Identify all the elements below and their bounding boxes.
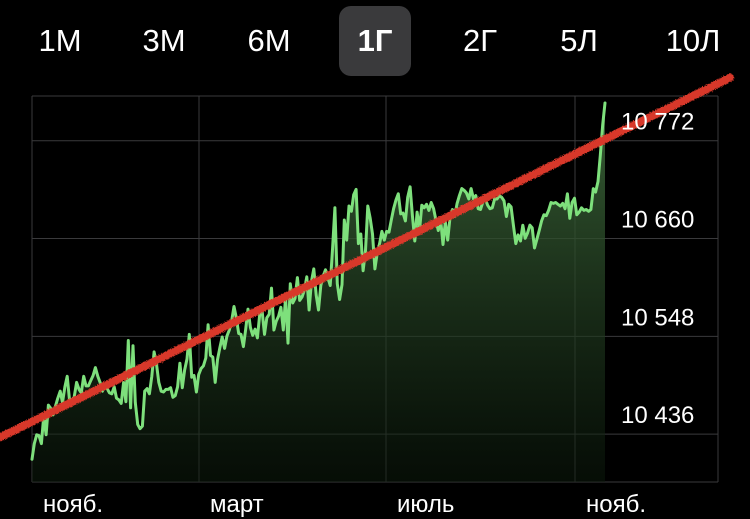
y-tick-label: 10 436 — [621, 402, 694, 429]
range-option-5y[interactable]: 5Л — [560, 23, 598, 58]
range-option-10y[interactable]: 10Л — [665, 23, 721, 58]
price-area-fill — [32, 103, 605, 482]
trend-line — [0, 73, 734, 442]
range-option-3m[interactable]: 3М — [142, 23, 186, 58]
x-tick-label: нояб. — [43, 491, 103, 518]
x-tick-label: нояб. — [586, 491, 646, 518]
range-option-6m[interactable]: 6М — [247, 23, 291, 58]
y-tick-label: 10 660 — [621, 207, 694, 234]
range-selector: 1М 3М 6М 1Г 2Г 5Л 10Л — [0, 0, 750, 86]
y-tick-label: 10 548 — [621, 304, 694, 331]
range-option-1y[interactable]: 1Г — [339, 6, 411, 76]
range-option-1m[interactable]: 1М — [38, 23, 82, 58]
y-tick-label: 10 772 — [621, 109, 694, 136]
range-option-2y[interactable]: 2Г — [462, 23, 498, 58]
price-line — [30, 101, 607, 461]
x-tick-label: июль — [397, 491, 454, 518]
y-axis-labels: 10 772 10 660 10 548 10 436 — [621, 109, 694, 429]
x-axis-labels: нояб. март июль нояб. — [43, 491, 646, 518]
x-tick-label: март — [210, 491, 264, 518]
